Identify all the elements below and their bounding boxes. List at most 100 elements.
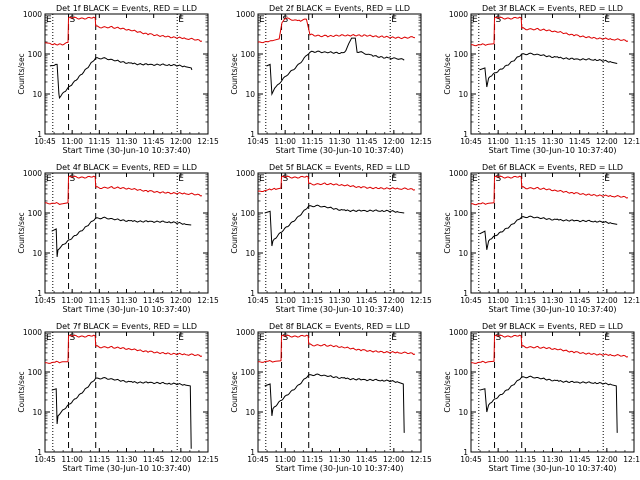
x-tick-label: 12:15: [197, 296, 219, 305]
y-tick-label: 1000: [449, 328, 468, 337]
x-axis-label: Start Time (30-Jun-10 10:37:40): [489, 146, 617, 155]
x-tick-label: 12:15: [623, 455, 640, 464]
panel-title: Det 5f BLACK = Events, RED = LLD: [269, 163, 410, 172]
y-tick-label: 1000: [236, 169, 255, 178]
x-tick-label: 10:45: [34, 137, 56, 146]
x-tick-label: 10:45: [34, 296, 56, 305]
plot-frame: [257, 172, 422, 294]
panel-det-1: Det 1f BLACK = Events, RED = LLD 10:45 11:…: [17, 4, 219, 155]
plot-frame: [470, 331, 635, 453]
x-tick-label: 11:15: [515, 455, 537, 464]
marker-e-left: E: [259, 15, 265, 25]
plot-frame: [257, 13, 422, 135]
y-axis-label: Counts/sec: [230, 371, 239, 412]
y-tick-label: 10: [458, 249, 468, 258]
x-tick-label: 11:15: [89, 296, 111, 305]
y-tick-label: 1000: [23, 10, 42, 19]
x-tick-label: 12:00: [170, 137, 192, 146]
x-tick-label: 11:45: [143, 455, 165, 464]
y-tick-label: 10: [245, 249, 255, 258]
x-tick-label: 12:00: [170, 296, 192, 305]
x-tick-label: 11:00: [274, 137, 296, 146]
plot-frame: [44, 172, 209, 294]
x-tick-label: 11:15: [89, 455, 111, 464]
panel-title: Det 1f BLACK = Events, RED = LLD: [56, 4, 197, 13]
series-events-line: [479, 215, 618, 250]
x-tick-label: 10:45: [247, 296, 269, 305]
x-tick-label: 11:00: [61, 455, 83, 464]
y-tick-label: 100: [28, 209, 43, 218]
series-lld-line: [44, 175, 203, 205]
panel-title: Det 6f BLACK = Events, RED = LLD: [482, 163, 623, 172]
y-tick-label: 100: [28, 368, 43, 377]
y-tick-label: 1: [250, 130, 255, 139]
x-tick-label: 12:00: [596, 455, 618, 464]
y-axis-label: Counts/sec: [443, 371, 452, 412]
y-tick-label: 10: [32, 90, 42, 99]
marker-s: S: [496, 333, 502, 343]
series-events-line: [51, 216, 192, 257]
x-tick-label: 10:45: [247, 137, 269, 146]
y-tick-label: 1000: [236, 328, 255, 337]
x-tick-label: 11:00: [487, 137, 509, 146]
panel-det-6: Det 6f BLACK = Events, RED = LLD 10:45 11:…: [443, 163, 640, 314]
x-tick-label: 11:00: [487, 455, 509, 464]
y-tick-label: 1: [463, 289, 468, 298]
x-tick-label: 11:45: [569, 455, 591, 464]
y-tick-label: 1000: [23, 169, 42, 178]
marker-e-left: E: [472, 15, 478, 25]
plot-frame: [257, 331, 422, 453]
y-tick-label: 100: [454, 209, 469, 218]
y-tick-label: 100: [454, 50, 469, 59]
y-tick-label: 10: [32, 249, 42, 258]
marker-e: E: [604, 333, 610, 343]
y-axis-label: Counts/sec: [443, 53, 452, 94]
x-tick-label: 12:15: [410, 137, 432, 146]
x-tick-label: 11:45: [356, 137, 378, 146]
x-tick-label: 12:00: [383, 455, 405, 464]
y-tick-label: 10: [245, 90, 255, 99]
marker-e: E: [391, 333, 397, 343]
marker-e: E: [178, 174, 184, 184]
series-events-line: [264, 373, 405, 433]
x-tick-label: 10:45: [460, 455, 482, 464]
panel-title: Det 8f BLACK = Events, RED = LLD: [269, 322, 410, 331]
marker-e-left: E: [259, 333, 265, 343]
series-lld-line: [470, 334, 629, 364]
marker-s: S: [70, 333, 76, 343]
y-tick-label: 100: [454, 368, 469, 377]
x-tick-label: 12:15: [623, 137, 640, 146]
x-tick-label: 11:30: [329, 137, 351, 146]
x-tick-label: 11:45: [143, 296, 165, 305]
x-tick-label: 11:30: [542, 296, 564, 305]
marker-e-left: E: [46, 174, 52, 184]
marker-e-left: E: [472, 333, 478, 343]
x-axis-label: Start Time (30-Jun-10 10:37:40): [276, 464, 404, 473]
marker-e-left: E: [46, 333, 52, 343]
y-tick-label: 10: [458, 90, 468, 99]
panel-det-5: Det 5f BLACK = Events, RED = LLD 10:45 11:…: [230, 163, 432, 314]
series-lld-line: [257, 334, 416, 363]
marker-s: S: [283, 333, 289, 343]
y-axis-label: Counts/sec: [230, 53, 239, 94]
y-tick-label: 100: [241, 368, 256, 377]
y-tick-label: 1000: [236, 10, 255, 19]
marker-e-left: E: [46, 15, 52, 25]
x-tick-label: 12:00: [383, 137, 405, 146]
panel-title: Det 7f BLACK = Events, RED = LLD: [56, 322, 197, 331]
panel-det-4: Det 4f BLACK = Events, RED = LLD 10:45 11:…: [17, 163, 219, 314]
y-tick-label: 10: [32, 408, 42, 417]
x-tick-label: 11:00: [61, 296, 83, 305]
x-tick-label: 11:30: [329, 455, 351, 464]
y-tick-label: 1: [37, 130, 42, 139]
panel-title: Det 2f BLACK = Events, RED = LLD: [269, 4, 410, 13]
plot-frame: [44, 331, 209, 453]
x-tick-label: 12:15: [410, 296, 432, 305]
y-axis-label: Counts/sec: [17, 53, 26, 94]
x-tick-label: 12:15: [623, 296, 640, 305]
y-tick-label: 1: [250, 289, 255, 298]
series-lld-line: [44, 16, 203, 46]
y-tick-label: 100: [241, 50, 256, 59]
marker-s: S: [70, 174, 76, 184]
series-lld-line: [471, 175, 629, 206]
